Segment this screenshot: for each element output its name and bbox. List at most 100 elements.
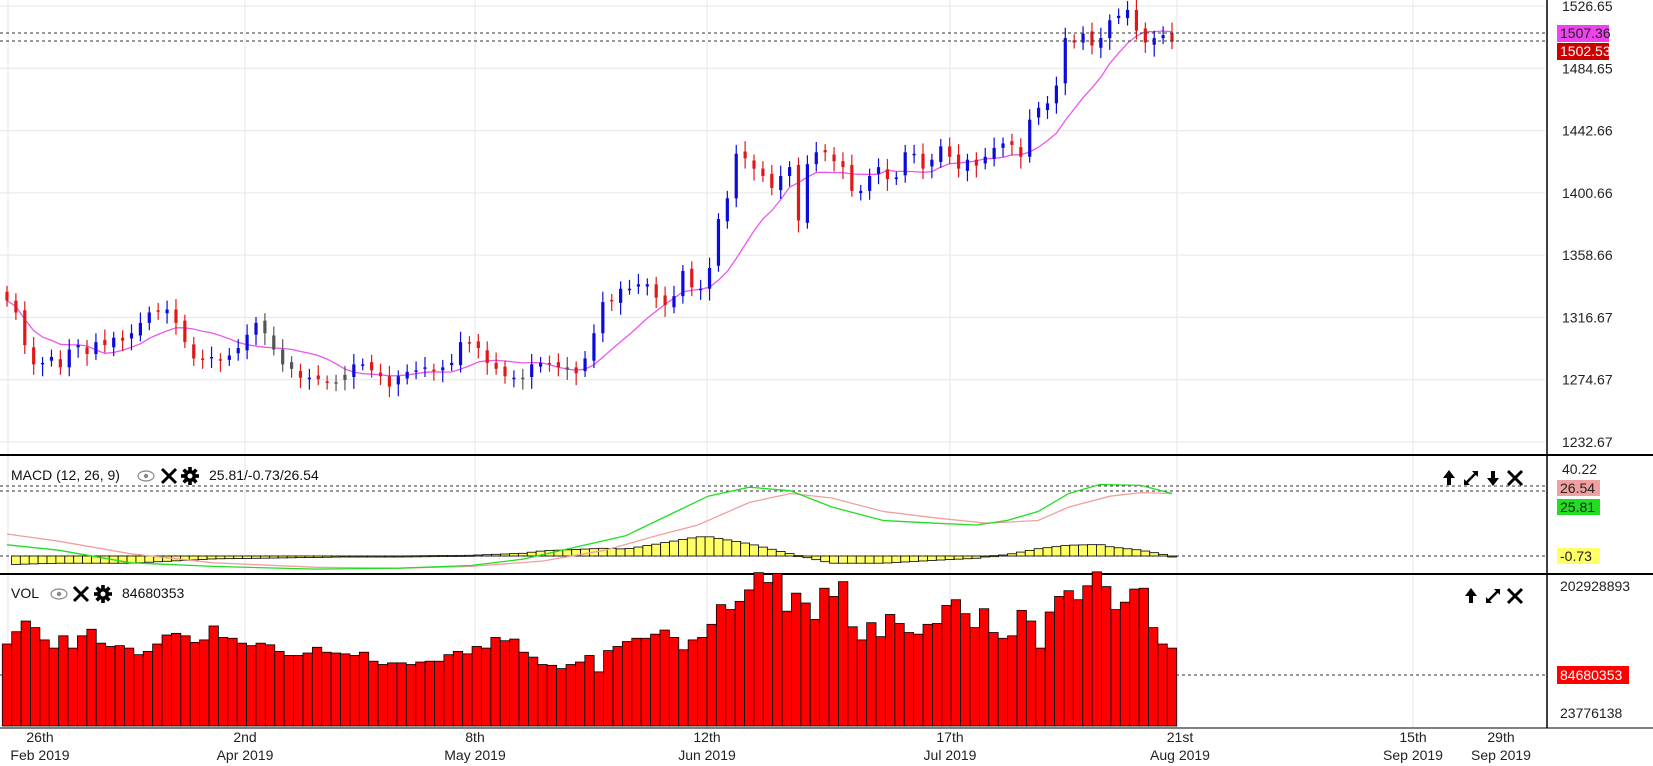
vol-gear-icon[interactable] — [94, 585, 112, 603]
volume-bar — [340, 653, 351, 727]
macd-close-icon[interactable] — [1506, 469, 1524, 487]
volume-bar — [142, 650, 154, 727]
vol-panel-close-icon[interactable] — [1506, 587, 1524, 605]
candle — [121, 330, 125, 352]
candle — [254, 316, 258, 346]
candle — [761, 161, 765, 182]
macd-hist-bar — [669, 540, 679, 557]
volume-bar — [434, 660, 445, 727]
macd-hist-bar — [1149, 552, 1160, 557]
candle — [734, 144, 738, 208]
volume-bar — [58, 635, 69, 727]
x-axis-label: 12th Jun 2019 — [678, 729, 736, 763]
x-axis-label: 17th Jul 2019 — [924, 729, 977, 763]
macd-tag-hist-bg — [1557, 548, 1600, 564]
candle — [859, 184, 863, 201]
candle — [485, 341, 489, 375]
candle — [770, 164, 774, 196]
candle — [112, 331, 116, 357]
volume-bar — [114, 645, 125, 727]
volume-bar — [903, 632, 915, 727]
maximize-icon[interactable] — [1464, 471, 1478, 485]
x-label-month: Jun 2019 — [678, 747, 736, 763]
gear-icon[interactable] — [181, 467, 199, 485]
volume-bar — [11, 631, 22, 727]
macd-hist-bar — [509, 553, 519, 557]
volume-bar — [1148, 627, 1159, 727]
macd-hist-bar — [695, 536, 706, 557]
vol-eye-icon[interactable] — [50, 588, 68, 600]
macd-hist-bar — [829, 555, 839, 564]
candle — [272, 326, 276, 356]
macd-hist-bar — [340, 555, 350, 558]
volume-bar — [809, 619, 821, 727]
vol-move-up-icon[interactable] — [1465, 588, 1477, 603]
macd-hist-bar — [651, 543, 662, 557]
eye-icon[interactable] — [137, 470, 155, 482]
candle — [583, 351, 587, 377]
macd-hist-bar — [375, 555, 386, 558]
candle — [903, 144, 907, 183]
move-up-icon[interactable] — [1443, 470, 1455, 485]
close-icon[interactable] — [160, 467, 178, 485]
volume-bar — [913, 633, 924, 727]
candle — [85, 339, 89, 366]
x-label-month: May 2019 — [444, 747, 506, 763]
macd-hist-bar — [722, 539, 733, 557]
volume-bar — [1138, 587, 1149, 727]
macd-hist-bar — [633, 546, 644, 557]
candle — [725, 190, 729, 229]
x-label-month: Aug 2019 — [1150, 747, 1210, 763]
volume-bar — [819, 587, 830, 727]
move-down-icon[interactable] — [1487, 471, 1499, 486]
macd-hist-bar — [357, 555, 368, 558]
macd-hist-bar — [11, 555, 21, 565]
price-panel[interactable] — [0, 0, 1545, 398]
macd-hist-bar — [1096, 544, 1106, 557]
macd-hist-bar — [909, 555, 919, 562]
candle — [779, 165, 783, 200]
macd-hist-bar — [251, 555, 261, 559]
macd-hist-bar — [197, 555, 208, 560]
macd-hist-bar — [215, 555, 226, 560]
macd-hist-bar — [286, 555, 297, 559]
macd-hist-bar — [55, 555, 66, 564]
candle — [227, 348, 231, 366]
macd-panel[interactable] — [0, 483, 1545, 570]
candle — [841, 152, 845, 180]
candle — [370, 354, 374, 378]
x-label-month: Apr 2019 — [217, 747, 274, 763]
macd-hist-bar — [526, 551, 537, 557]
x-label-day: 21st — [1167, 729, 1194, 745]
macd-hist-bar — [766, 548, 777, 557]
volume-bar — [978, 608, 990, 727]
candle — [1125, 1, 1130, 26]
vol-close-icon[interactable] — [72, 585, 90, 603]
price-tick-label: 1484.65 — [1562, 60, 1613, 76]
candle — [1152, 30, 1156, 57]
volume-bar — [725, 609, 736, 727]
candle — [1045, 95, 1050, 119]
macd-hist-bar — [1007, 553, 1017, 557]
macd-hist-bar — [429, 555, 439, 558]
macd-hist-bar — [1033, 548, 1044, 557]
macd-hist-bar — [900, 555, 911, 563]
candle — [94, 333, 98, 360]
volume-bar — [499, 640, 511, 727]
candle — [316, 365, 320, 386]
candle — [1099, 27, 1103, 59]
volume-bar — [293, 655, 304, 727]
macd-hist-bar — [864, 555, 875, 564]
macd-hist-bar — [73, 555, 83, 564]
vol-maximize-icon[interactable] — [1486, 589, 1500, 603]
volume-bar — [640, 637, 651, 727]
macd-hist-bar — [420, 555, 430, 558]
candle — [823, 144, 827, 162]
macd-hist-bar — [820, 555, 831, 563]
macd-hist-bar — [935, 555, 946, 561]
volume-panel[interactable] — [0, 571, 1545, 727]
volume-bar — [124, 647, 135, 727]
macd-hist-bar — [971, 555, 982, 559]
candle — [850, 154, 854, 197]
macd-hist-bar — [482, 554, 493, 557]
